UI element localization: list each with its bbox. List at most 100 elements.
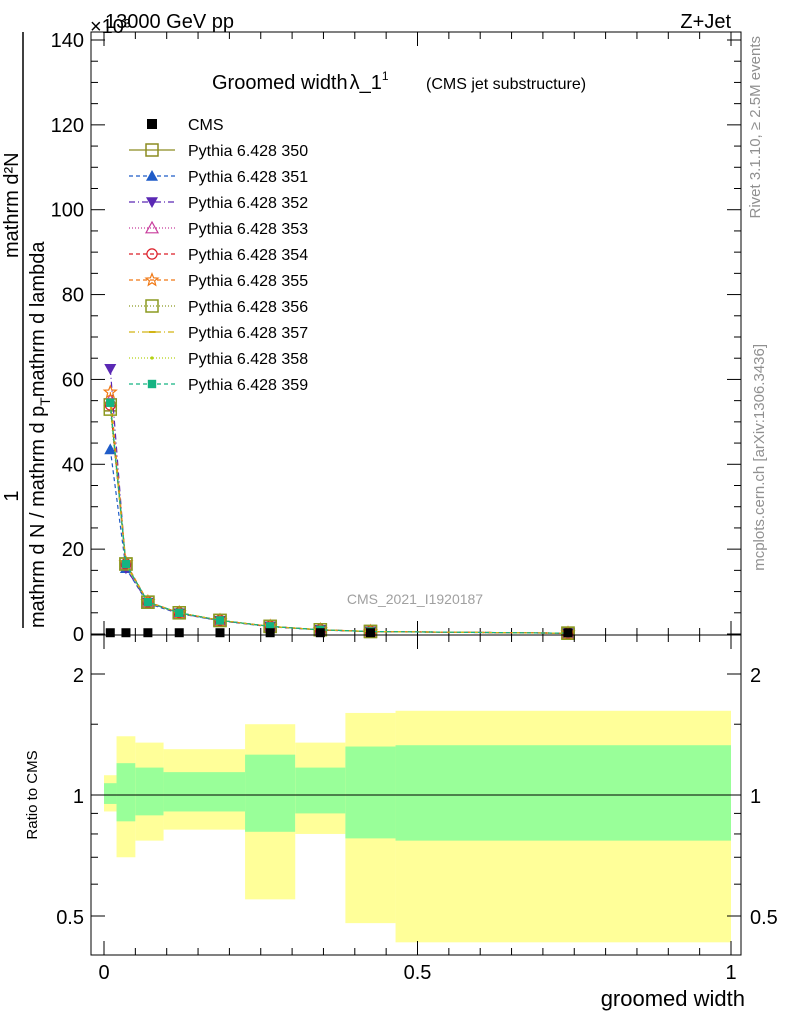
- ratio-band-green: [295, 767, 346, 814]
- series-9: [108, 401, 570, 635]
- series-10: [106, 398, 573, 638]
- y-label-denominator: mathrm d N / mathrm d pTmathrm d lambda: [27, 241, 53, 628]
- cms-point: [215, 628, 225, 638]
- series-line: [109, 404, 569, 634]
- marker: [141, 595, 155, 609]
- series-line: [109, 404, 569, 634]
- series-line: [109, 409, 569, 634]
- y-label-numerator: mathrm d²N: [1, 152, 23, 258]
- ratio-axis-ticks: [91, 635, 741, 955]
- ratio-band-green: [116, 763, 136, 822]
- title-note: (CMS jet substructure): [426, 76, 586, 93]
- analysis-watermark: CMS_2021_I1920187: [347, 591, 483, 607]
- cms-point: [105, 628, 115, 638]
- series-3: [104, 364, 574, 640]
- legend-label: Pythia 6.428 357: [188, 325, 308, 342]
- ratio-y-tick-label-right: 1: [750, 786, 761, 808]
- ratio-band-green: [245, 754, 296, 832]
- rivet-label: Rivet 3.1.10, ≥ 2.5M events: [747, 36, 764, 219]
- cms-point: [121, 628, 131, 638]
- ratio-band-green: [163, 772, 246, 812]
- ratio-band-green: [104, 783, 117, 804]
- ratio-y-tick-label: 0.5: [56, 907, 84, 929]
- legend-entry-3: Pythia 6.428 352: [129, 195, 308, 212]
- marker: [144, 272, 160, 287]
- marker: [175, 608, 184, 617]
- series-5: [104, 399, 574, 639]
- marker: [147, 379, 157, 389]
- legend-entry-5: Pythia 6.428 354: [129, 247, 308, 264]
- legend-entry-4: Pythia 6.428 353: [129, 220, 308, 238]
- legend-entry-10: Pythia 6.428 359: [129, 377, 308, 394]
- y-label-one: 1: [1, 490, 23, 501]
- series-8: [106, 403, 572, 635]
- marker: [146, 170, 158, 181]
- cms-point: [265, 628, 275, 638]
- chart-title: Groomed width λ_11 (CMS jet substructure): [212, 69, 586, 94]
- legend-label: Pythia 6.428 350: [188, 143, 308, 160]
- legend-label: Pythia 6.428 355: [188, 273, 308, 290]
- marker: [102, 384, 118, 399]
- y-tick-label: 0: [73, 624, 84, 646]
- marker: [145, 143, 159, 157]
- legend-label: Pythia 6.428 356: [188, 299, 308, 316]
- ratio-y-tick-label: 2: [73, 665, 84, 687]
- header-process: Z+Jet: [680, 11, 731, 33]
- marker: [172, 606, 186, 620]
- marker: [146, 248, 158, 260]
- series-line: [109, 402, 569, 634]
- legend-label: Pythia 6.428 353: [188, 221, 308, 238]
- ratio-band-green: [135, 767, 164, 816]
- marker: [121, 559, 131, 569]
- y-tick-label: 80: [62, 285, 84, 307]
- series-7: [103, 402, 575, 640]
- series-line: [109, 402, 569, 634]
- legend-label: CMS: [188, 117, 224, 134]
- marker: [213, 613, 227, 628]
- legend-entry-8: Pythia 6.428 357: [129, 325, 308, 342]
- cms-point: [143, 628, 153, 638]
- ratio-y-tick-label: 1: [73, 786, 84, 808]
- ratio-y-axis-label: Ratio to CMS: [24, 750, 41, 839]
- cms-point: [365, 628, 375, 638]
- y-tick-label: 20: [62, 539, 84, 561]
- legend: CMS Pythia 6.428 350 Pythia 6.428 351 Pythi…: [129, 117, 308, 394]
- marker: [265, 622, 275, 631]
- main-series-group: [102, 364, 576, 640]
- legend-entry-1: Pythia 6.428 350: [129, 143, 308, 160]
- cms-point: [174, 628, 184, 638]
- cms-point: [563, 628, 573, 638]
- legend-label: Pythia 6.428 354: [188, 247, 308, 264]
- main-y-tick-labels: 0 20 40 60 80 100 120 140: [51, 30, 84, 646]
- marker: [150, 356, 154, 360]
- marker: [106, 398, 115, 407]
- title-text: Groomed width λ_11: [212, 69, 389, 94]
- series-4: [103, 393, 575, 639]
- marker: [215, 616, 225, 625]
- marker: [145, 299, 159, 313]
- marker: [143, 597, 153, 607]
- legend-label: Pythia 6.428 351: [188, 169, 308, 186]
- ratio-band-green: [395, 745, 731, 841]
- y-tick-label: 60: [62, 369, 84, 391]
- legend-label: Pythia 6.428 352: [188, 195, 308, 212]
- y-tick-label: 100: [51, 200, 84, 222]
- ratio-bands: [104, 710, 731, 943]
- x-tick-label: 0.5: [404, 962, 432, 984]
- main-y-axis-label: 1 mathrm d N / mathrm d pTmathrm d lambd…: [1, 32, 53, 628]
- mcplots-label: mcplots.cern.ch [arXiv:1306.3436]: [751, 344, 768, 571]
- x-axis-label: groomed width: [601, 986, 745, 1011]
- series-1: [103, 398, 575, 640]
- ratio-y-tick-labels: 0.5 0.5 1 1 2 2: [56, 665, 778, 929]
- series-line: [109, 368, 569, 634]
- marker: [119, 557, 133, 571]
- x-tick-label: 0: [98, 962, 109, 984]
- legend-marker: [147, 119, 157, 129]
- legend-label: Pythia 6.428 358: [188, 351, 308, 368]
- main-axis-ticks: [91, 32, 741, 635]
- marker: [146, 197, 158, 208]
- marker: [144, 220, 160, 234]
- legend-label: Pythia 6.428 359: [188, 377, 308, 394]
- series-line: [109, 404, 569, 634]
